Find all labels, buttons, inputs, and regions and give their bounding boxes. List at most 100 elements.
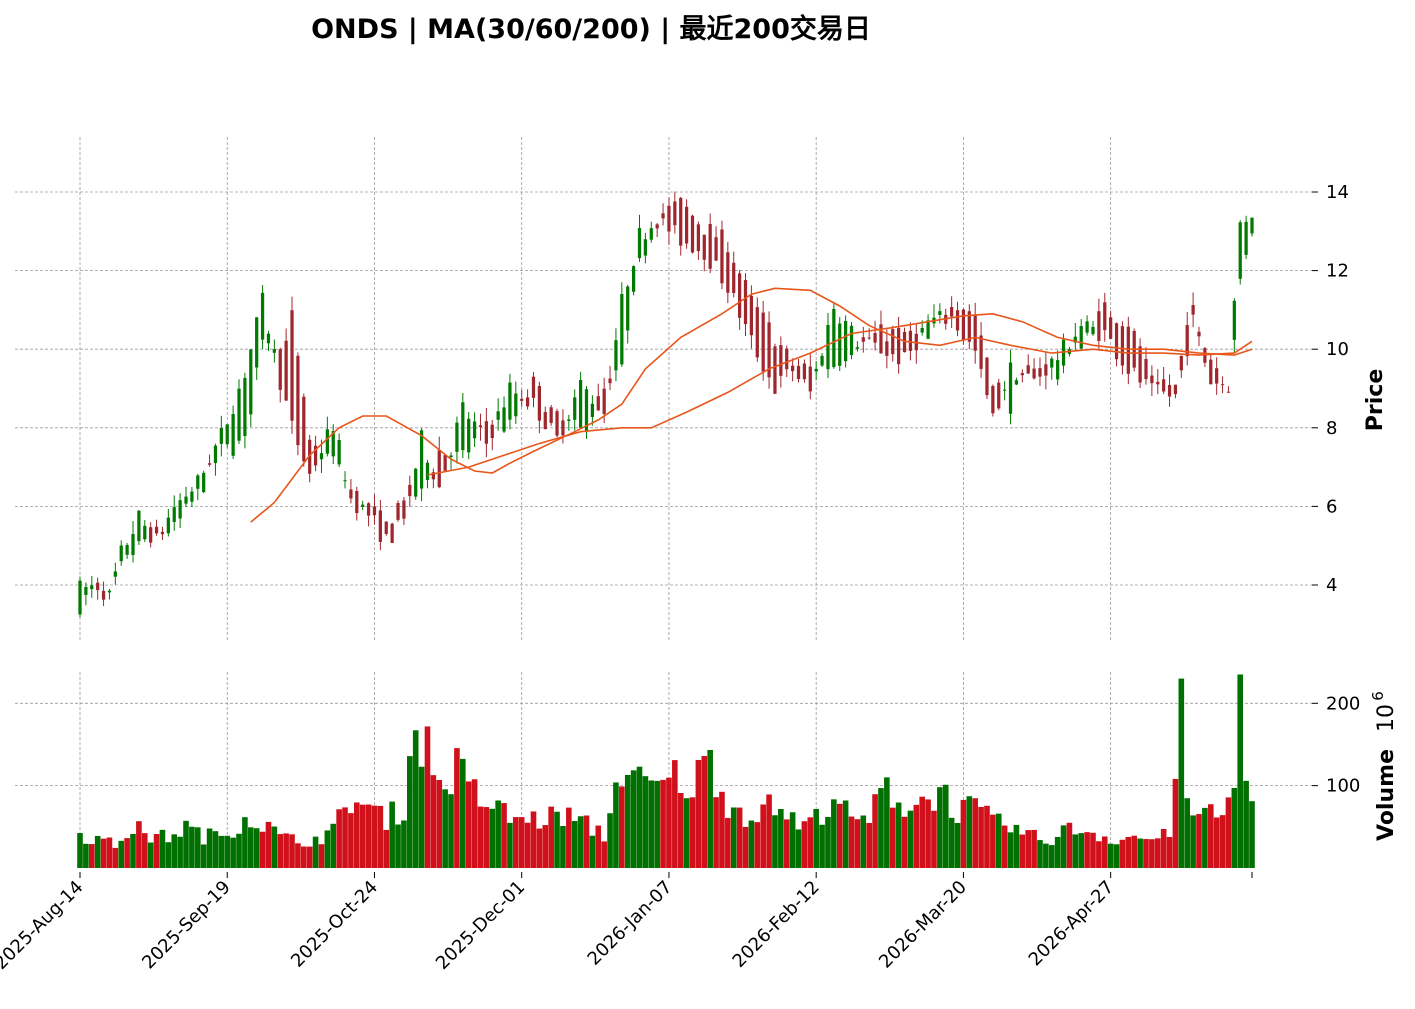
price-tick-label: 8	[1326, 418, 1337, 439]
candle	[749, 285, 754, 349]
candle-body	[1097, 311, 1101, 341]
volume-bar	[524, 822, 531, 868]
candle	[213, 443, 218, 476]
candle-body	[143, 525, 147, 540]
volume-bar	[842, 800, 849, 868]
candle	[1026, 354, 1030, 374]
volume-bar	[348, 813, 354, 868]
candle-body	[702, 234, 706, 260]
volume-bar	[695, 759, 702, 868]
volume-bar	[701, 756, 708, 868]
volume-bar	[719, 791, 725, 868]
candle-body	[1032, 368, 1036, 379]
candle-body	[1003, 389, 1007, 391]
candle-body	[720, 229, 724, 284]
candle-body	[920, 327, 924, 333]
candle-body	[502, 407, 506, 432]
x-tick-label: 2026-Jan-07	[584, 877, 677, 970]
candle-body	[796, 365, 801, 379]
volume-bar	[1113, 844, 1120, 868]
candle	[1044, 351, 1048, 390]
candle-body	[1179, 355, 1183, 371]
volume-bar	[200, 844, 207, 868]
candle-body	[844, 321, 848, 362]
volume-bar	[1149, 839, 1155, 868]
candle	[967, 304, 971, 350]
volume-bar	[489, 808, 496, 868]
volume-bar	[630, 770, 637, 868]
candle	[1056, 350, 1060, 386]
volume-bar	[860, 815, 867, 868]
volume-bar	[1184, 798, 1191, 868]
candle-body	[1244, 221, 1248, 255]
candle-body	[602, 388, 606, 414]
volume-bar	[742, 826, 749, 868]
candle-body	[578, 379, 583, 428]
candle	[1162, 367, 1166, 394]
candle-body	[1162, 379, 1166, 392]
candle	[537, 381, 541, 434]
volume-bar	[772, 815, 778, 868]
candle-body	[967, 311, 971, 342]
volume-bar	[866, 823, 872, 868]
candle-body	[1085, 321, 1089, 333]
volume-bar	[242, 817, 248, 868]
x-tick-label: 2026-Feb-12	[729, 877, 824, 972]
candle	[791, 358, 795, 382]
volume-bar	[907, 810, 914, 868]
candle-body	[260, 292, 265, 340]
candle	[408, 475, 412, 507]
candle	[679, 196, 683, 256]
candle-body	[1150, 375, 1154, 384]
candle	[225, 424, 229, 448]
volume-bar	[966, 796, 973, 868]
candle-body	[690, 215, 695, 253]
volume-bar	[342, 807, 348, 868]
volume-bar	[654, 780, 660, 868]
volume-bar	[77, 833, 83, 868]
volume-bar	[530, 811, 537, 868]
candle-body	[1185, 325, 1189, 357]
candle	[101, 581, 106, 607]
candle-body	[190, 491, 194, 502]
candle	[584, 386, 589, 439]
candle	[196, 473, 200, 501]
candle	[1073, 323, 1077, 351]
volume-bar	[165, 842, 172, 868]
volume-bar	[306, 846, 313, 868]
volume-bar	[601, 841, 607, 868]
candle	[302, 393, 306, 467]
candle-body	[832, 308, 836, 368]
candle-body	[202, 472, 206, 493]
volume-axis-label: Volume	[1374, 749, 1399, 841]
candle	[714, 226, 718, 261]
candle-body	[684, 206, 689, 244]
volume-bar	[483, 807, 490, 868]
candle	[202, 470, 206, 494]
candle	[1150, 365, 1154, 397]
volume-bar	[1225, 797, 1232, 868]
candle	[78, 576, 82, 618]
candle	[1138, 338, 1142, 389]
volume-bar	[571, 821, 578, 868]
volume-bar	[1107, 843, 1114, 868]
candle	[431, 468, 435, 489]
candle	[732, 251, 736, 298]
candle	[684, 199, 689, 249]
candle-body	[484, 421, 488, 444]
volume-bar	[1019, 834, 1026, 868]
volume-bar	[1072, 834, 1079, 868]
volume-bar	[990, 814, 996, 868]
volume-bar	[689, 797, 696, 868]
candle	[437, 436, 441, 489]
candle-body	[378, 510, 382, 542]
volume-bar	[395, 824, 401, 868]
candle	[926, 314, 930, 340]
candle	[355, 486, 359, 521]
candle-body	[1044, 364, 1048, 376]
candle-body	[961, 309, 966, 340]
candle	[290, 296, 294, 434]
volume-bar	[83, 843, 89, 868]
candle	[620, 282, 624, 368]
